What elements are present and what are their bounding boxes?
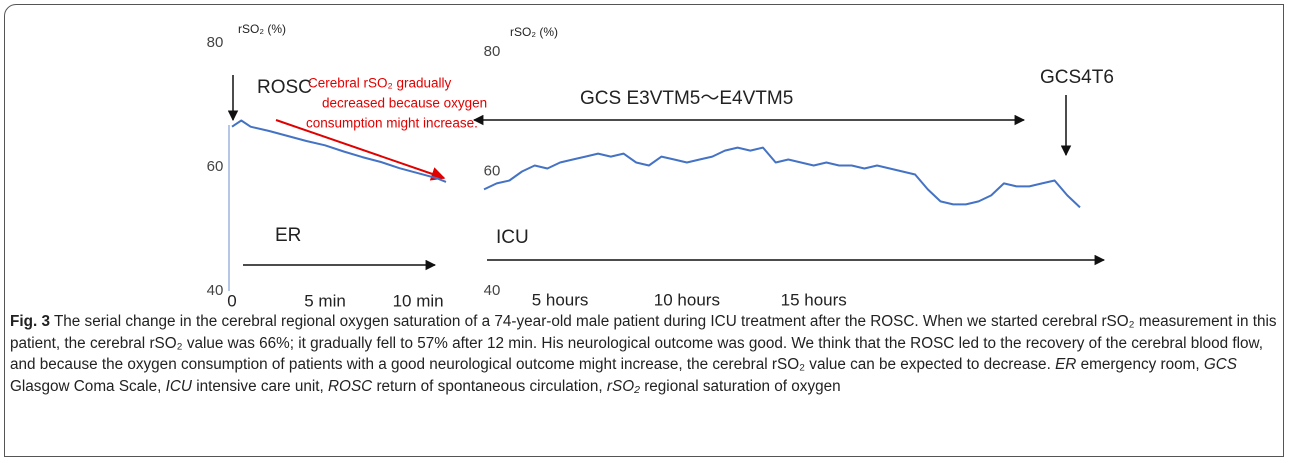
y-axis-label: rSO₂ (%) — [510, 25, 558, 39]
abbreviation-definition: Glasgow Coma Scale, — [10, 377, 162, 395]
annotation: GCS E3VTM5～E4VTM5 — [580, 88, 793, 109]
abbreviation-definition: emergency room, — [1080, 356, 1200, 374]
abbreviation-term: rSO₂ — [606, 377, 640, 395]
caption-text: The serial change in the cerebral region… — [10, 313, 1277, 374]
abbreviation-definition: return of spontaneous circulation, — [376, 377, 603, 395]
abbreviation-term: ER — [1055, 356, 1077, 374]
y-tick-label: 80 — [484, 43, 501, 60]
arrow — [275, 119, 446, 181]
abbreviation-definition: regional saturation of oxygen — [644, 377, 841, 395]
annotation: consumption might increase. — [306, 116, 478, 131]
x-tick-label: 5 min — [304, 291, 346, 310]
abbreviation-definition: intensive care unit, — [196, 377, 324, 395]
data-line — [231, 119, 447, 183]
data-line — [483, 146, 1081, 209]
y-tick-label: 40 — [207, 282, 224, 299]
figure-frame — [4, 4, 1284, 457]
annotation: Cerebral rSO₂ gradually — [308, 76, 452, 91]
y-tick-label: 40 — [484, 282, 501, 299]
abbreviation-term: GCS — [1203, 356, 1238, 374]
caption: Fig. 3 The serial change in the cerebral… — [10, 311, 1282, 397]
x-tick-label: 10 min — [393, 291, 444, 310]
y-axis-label: rSO₂ (%) — [238, 22, 286, 36]
x-tick-label: 5 hours — [532, 290, 589, 309]
annotation: ER — [275, 225, 301, 246]
abbreviation-term: ICU — [165, 377, 192, 395]
annotation: GCS4T6 — [1040, 67, 1114, 88]
x-tick-label: 10 hours — [654, 290, 720, 309]
abbreviation-term: ROSC — [328, 377, 373, 395]
y-tick-label: 60 — [484, 162, 501, 179]
figure: rSO₂ (%) ROSC Cerebral rSO₂ gradually de… — [207, 22, 1114, 310]
annotation: decreased because oxygen — [322, 96, 487, 111]
annotation: ROSC — [257, 77, 312, 98]
x-tick-label: 15 hours — [781, 290, 847, 309]
x-tick-label: 0 — [227, 291, 236, 310]
y-tick-label: 60 — [207, 158, 224, 175]
caption-label: Fig. 3 — [10, 313, 50, 330]
annotation: ICU — [496, 227, 529, 248]
y-tick-label: 80 — [207, 34, 224, 51]
